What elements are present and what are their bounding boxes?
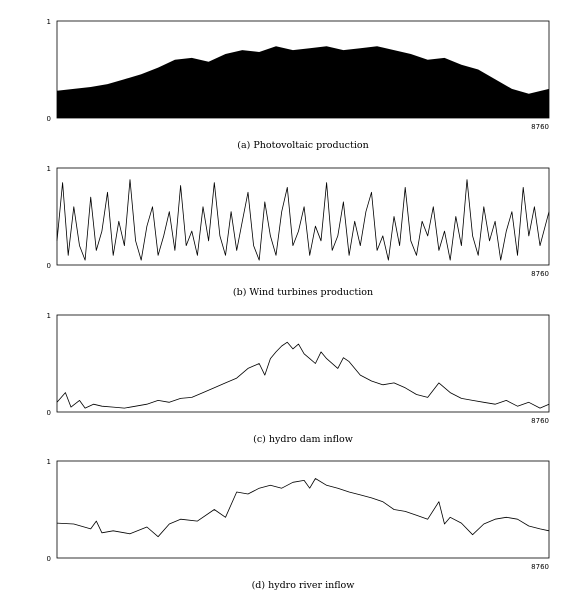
panel-a-ytick-1: 1: [47, 18, 51, 26]
panel-d: 1 0 8760 (d) hydro river inflow: [47, 458, 550, 591]
panel-d-ytick-0: 0: [47, 555, 51, 563]
panel-c-series: [56, 341, 550, 409]
panel-c-series-line-0: [56, 341, 550, 409]
panel-b-frame: [56, 167, 550, 266]
panel-c-ytick-1: 1: [47, 312, 51, 320]
panel-b-series-line-0: [56, 179, 550, 261]
panel-a-caption: (a) Photovoltaic production: [237, 140, 368, 151]
panel-d-ytick-1: 1: [47, 458, 51, 466]
panel-b: 1 0 8760 (b) Wind turbines production: [47, 165, 550, 298]
panel-c-xmax-label: 8760: [531, 417, 549, 425]
panel-d-frame: [56, 460, 550, 559]
panel-a-ytick-0: 0: [47, 115, 51, 123]
panel-b-series: [56, 179, 550, 261]
panel-a-xmax-label: 8760: [531, 123, 549, 131]
panel-d-xmax-label: 8760: [531, 563, 549, 571]
panel-d-series-line-0: [56, 478, 550, 538]
panel-c-ytick-0: 0: [47, 409, 51, 417]
panel-a-series-area-0: [57, 46, 549, 119]
panel-c-frame: [56, 314, 550, 413]
panel-d-caption: (d) hydro river inflow: [252, 580, 355, 591]
panel-b-caption: (b) Wind turbines production: [233, 287, 373, 298]
panel-b-ytick-0: 0: [47, 262, 51, 270]
panel-a-series: [57, 46, 549, 119]
panel-d-series: [56, 478, 550, 538]
panel-b-xmax-label: 8760: [531, 270, 549, 278]
panel-b-ytick-1: 1: [47, 165, 51, 173]
panel-c-caption: (c) hydro dam inflow: [253, 434, 353, 445]
panel-c: 1 0 8760 (c) hydro dam inflow: [47, 312, 550, 445]
panel-a: 1 0 8760 (a) Photovoltaic production: [47, 18, 550, 151]
